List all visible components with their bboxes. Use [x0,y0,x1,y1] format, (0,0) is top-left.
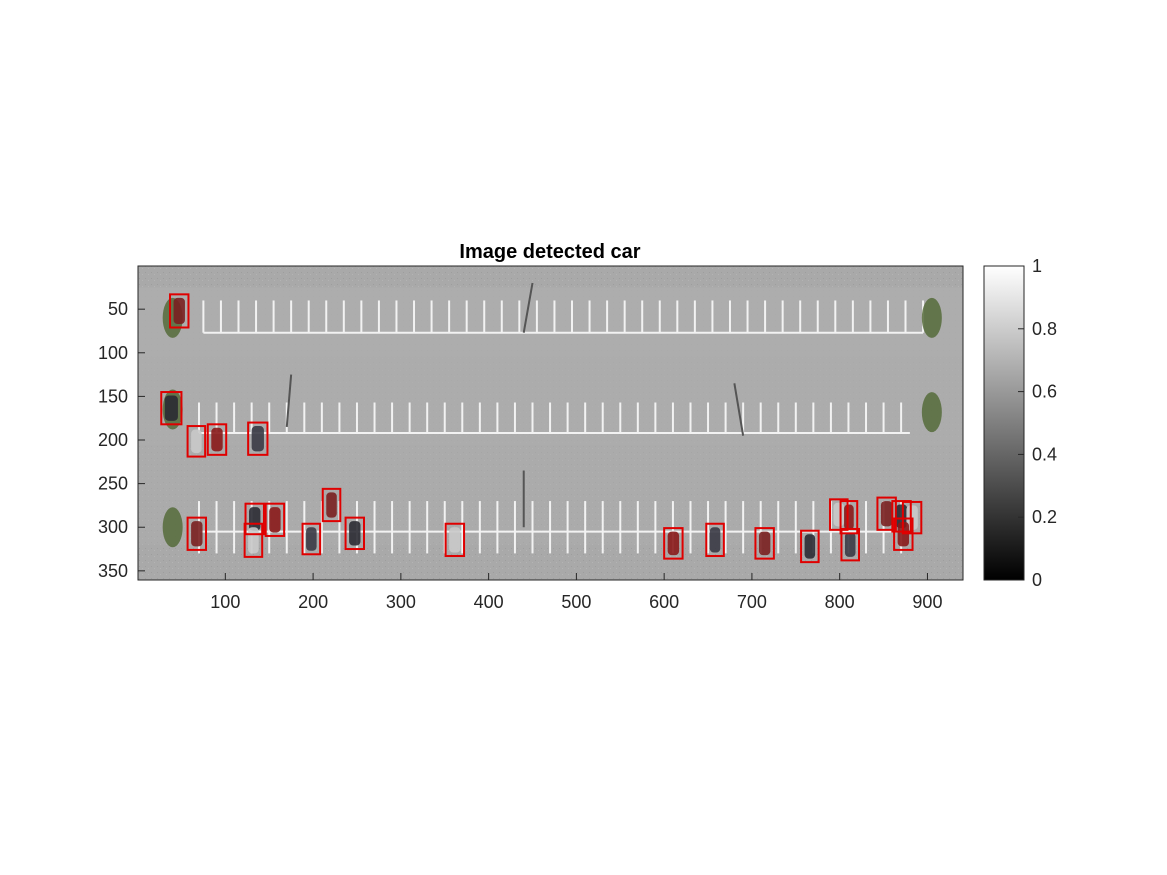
colorbar-tick-label: 1 [1032,256,1042,276]
x-tick-label: 400 [474,592,504,612]
colorbar-tick-label: 0.8 [1032,319,1057,339]
detection-box [891,500,912,533]
chart-title: Image detected car [459,241,640,263]
detection-box [705,522,725,558]
x-axis: 100 200 300 400 500 600 700 800 900 [210,573,942,612]
y-tick-label: 200 [98,430,128,450]
detection-box [301,522,322,556]
y-tick-label: 50 [108,299,128,319]
y-tick-label: 150 [98,386,128,406]
detection-box [829,498,849,531]
colorbar-tick-label: 0.6 [1032,382,1057,402]
parking-lot-image [138,266,963,580]
detection-box [321,487,342,523]
x-tick-label: 500 [561,592,591,612]
detection-box [876,496,897,531]
y-tick-label: 300 [98,517,128,537]
colorbar: 0 0.2 0.4 0.6 0.8 1 [983,256,1057,590]
detection-box [754,527,775,560]
x-tick-label: 300 [386,592,416,612]
detection-box [247,421,269,456]
detection-box [169,293,190,329]
x-tick-label: 100 [210,592,240,612]
colorbar-tick-label: 0 [1032,570,1042,590]
colorbar-tick-label: 0.4 [1032,444,1057,464]
parking-lot-markings [138,282,963,554]
detection-box [344,516,365,551]
detection-box [839,500,859,535]
y-tick-label: 250 [98,474,128,494]
detection-box [893,517,914,551]
colorbar-gradient [983,265,1025,581]
detection-box [663,527,684,560]
x-tick-label: 800 [825,592,855,612]
detection-box [243,522,264,558]
colorbar-tick-label: 0.2 [1032,507,1057,527]
y-tick-label: 350 [98,561,128,581]
y-tick-label: 100 [98,343,128,363]
detection-box [264,502,286,537]
detection-box [800,529,820,564]
detection-box [444,522,466,558]
colorbar-ticks: 0 0.2 0.4 0.6 0.8 1 [1018,256,1057,590]
x-tick-label: 700 [737,592,767,612]
detection-box [186,425,207,458]
detection-box [840,527,860,562]
detection-box [186,516,208,551]
x-tick-label: 900 [912,592,942,612]
detection-box [206,423,228,456]
axes-frame [137,265,964,581]
y-axis: 50 100 150 200 250 300 350 [98,299,145,581]
x-tick-label: 200 [298,592,328,612]
detection-boxes [160,293,923,564]
parked-cars [164,297,918,559]
detection-box [244,502,265,536]
x-tick-label: 600 [649,592,679,612]
detection-box [160,391,183,426]
